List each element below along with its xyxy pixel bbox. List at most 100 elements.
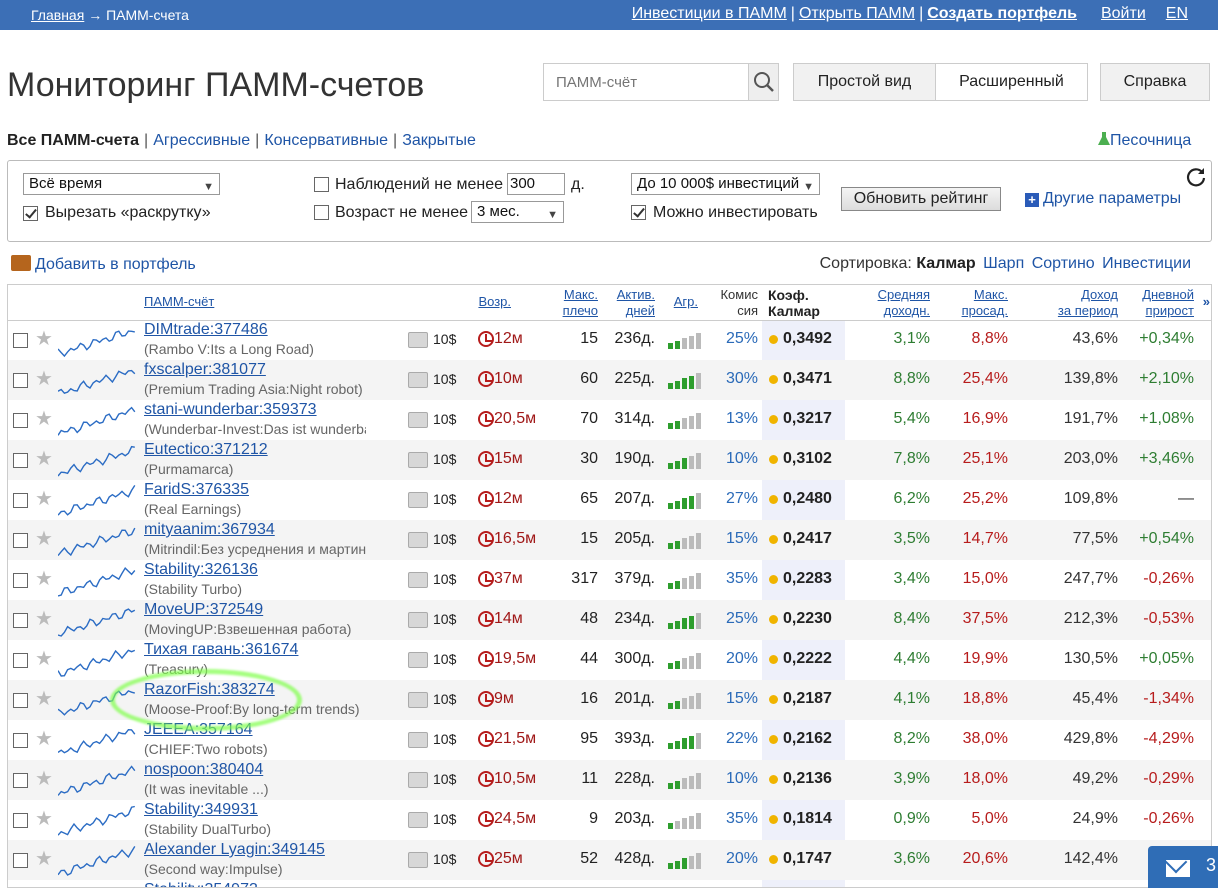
account-age: 24,5м (494, 810, 537, 827)
col-max-drawdown[interactable]: Макс. просад. (961, 287, 1008, 318)
cut-promo-checkbox[interactable] (23, 206, 38, 221)
star-icon[interactable]: ★ (35, 408, 53, 430)
observations-checkbox[interactable] (314, 177, 329, 192)
star-icon[interactable]: ★ (35, 608, 53, 630)
login-link[interactable]: Войти (1100, 5, 1146, 22)
account-name-link[interactable]: FaridS:376335 (144, 481, 249, 498)
can-invest-checkbox[interactable] (631, 205, 646, 220)
row-checkbox[interactable] (13, 853, 28, 868)
breadcrumb-home-link[interactable]: Главная (31, 7, 85, 23)
col-daily-growth[interactable]: Дневной прирост (1142, 287, 1194, 318)
language-link[interactable]: EN (1165, 5, 1188, 22)
observations-input[interactable]: 300 (507, 173, 565, 195)
row-checkbox[interactable] (13, 373, 28, 388)
create-portfolio-link[interactable]: Создать портфель (927, 5, 1077, 22)
row-checkbox[interactable] (13, 573, 28, 588)
invest-limit-select[interactable]: До 10 000$ инвестиций ▼ (631, 173, 820, 195)
star-icon[interactable]: ★ (35, 808, 53, 830)
star-icon[interactable]: ★ (35, 728, 53, 750)
account-name-link[interactable]: Stability:354973 (144, 881, 258, 887)
star-icon[interactable]: ★ (35, 448, 53, 470)
account-name-link[interactable]: mityaanim:367934 (144, 521, 275, 538)
star-icon[interactable]: ★ (35, 648, 53, 670)
add-to-portfolio-link[interactable]: Добавить в портфель (35, 256, 196, 273)
account-name-link[interactable]: Stability:349931 (144, 801, 258, 818)
account-name-link[interactable]: DIMtrade:377486 (144, 321, 268, 338)
sort-investments-link[interactable]: Инвестиции (1102, 255, 1191, 272)
star-icon[interactable]: ★ (35, 488, 53, 510)
col-account[interactable]: ПАММ-счёт (144, 294, 215, 309)
more-params-toggle[interactable]: + Другие параметры (1025, 190, 1181, 208)
tab-conservative[interactable]: Консервативные (264, 132, 389, 149)
aggression-bar (675, 860, 680, 869)
star-icon[interactable]: ★ (35, 568, 53, 590)
search-button[interactable] (748, 64, 778, 100)
period-income: 49,2% (1072, 770, 1118, 787)
col-aggression[interactable]: Агр. (673, 294, 698, 309)
account-name-link[interactable]: stani-wunderbar:359373 (144, 401, 317, 418)
sort-sharpe-link[interactable]: Шарп (983, 255, 1025, 272)
period-income: 43,6% (1072, 330, 1118, 347)
commission: 20% (725, 650, 758, 667)
star-icon[interactable]: ★ (35, 848, 53, 870)
row-checkbox[interactable] (13, 733, 28, 748)
period-income: 139,8% (1063, 370, 1118, 387)
account-name-link[interactable]: Eutectico:371212 (144, 441, 268, 458)
sandbox-link[interactable]: Песочница (1110, 132, 1192, 149)
age-checkbox[interactable] (314, 205, 329, 220)
period-income: 203,0% (1063, 450, 1118, 467)
row-checkbox[interactable] (13, 813, 28, 828)
account-name-link[interactable]: Alexander Lyagin:349145 (144, 841, 325, 858)
row-checkbox[interactable] (13, 333, 28, 348)
col-active-days[interactable]: Актив. дней (616, 287, 655, 318)
account-name-link[interactable]: MoveUP:372549 (144, 601, 264, 618)
star-icon[interactable]: ★ (35, 368, 53, 390)
tab-closed[interactable]: Закрытые (402, 132, 476, 149)
more-params-link[interactable]: Другие параметры (1043, 190, 1182, 207)
col-age[interactable]: Возр. (478, 294, 511, 309)
table-row: ★ FaridS:376335 (Real Earnings) 10$ 12м 65 207… (8, 480, 1211, 520)
tab-all[interactable]: Все ПАММ-счета (7, 132, 140, 149)
reload-icon[interactable] (1185, 166, 1207, 188)
row-checkbox[interactable] (13, 773, 28, 788)
row-checkbox[interactable] (13, 533, 28, 548)
col-income[interactable]: Доход за период (1057, 287, 1118, 318)
col-avg-return[interactable]: Средняя доходн. (877, 287, 930, 318)
age-select[interactable]: 3 мес. ▼ (471, 201, 564, 223)
star-icon[interactable]: ★ (35, 528, 53, 550)
search-input[interactable] (544, 64, 750, 100)
open-pamm-link[interactable]: Открыть ПАММ (798, 5, 916, 22)
simple-view-button[interactable]: Простой вид (794, 64, 936, 100)
row-checkbox[interactable] (13, 453, 28, 468)
help-button[interactable]: Справка (1100, 63, 1210, 101)
extended-view-button[interactable]: Расширенный (936, 64, 1087, 100)
refresh-rating-button[interactable]: Обновить рейтинг (841, 187, 1001, 211)
min-investment: 10$ (433, 411, 457, 427)
account-name-link[interactable]: nospoon:380404 (144, 761, 264, 778)
add-to-portfolio[interactable]: Добавить в портфель (11, 255, 196, 274)
account-name-link[interactable]: Stability:326136 (144, 561, 258, 578)
min-investment: 10$ (433, 771, 457, 787)
max-leverage: 15 (580, 330, 598, 347)
period-select[interactable]: Всё время ▼ (23, 173, 220, 195)
star-icon[interactable]: ★ (35, 688, 53, 710)
aggression-bar (696, 413, 701, 429)
row-checkbox[interactable] (13, 653, 28, 668)
tab-aggressive[interactable]: Агрессивные (153, 132, 251, 149)
row-checkbox[interactable] (13, 493, 28, 508)
aggression-bar (689, 735, 694, 749)
sort-sortino-link[interactable]: Сортино (1031, 255, 1095, 272)
account-name-link[interactable]: fxscalper:381077 (144, 361, 266, 378)
more-columns-icon[interactable]: » (1202, 294, 1210, 309)
star-icon[interactable]: ★ (35, 328, 53, 350)
search-box (543, 63, 779, 101)
account-name-link[interactable]: Тихая гавань:361674 (144, 641, 299, 658)
aggression-bars (668, 813, 702, 829)
row-checkbox[interactable] (13, 693, 28, 708)
col-leverage[interactable]: Макс. плечо (562, 287, 598, 318)
row-checkbox[interactable] (13, 613, 28, 628)
invest-pamm-link[interactable]: Инвестиции в ПАММ (631, 5, 787, 22)
feedback-button[interactable]: 3 (1148, 846, 1218, 888)
star-icon[interactable]: ★ (35, 768, 53, 790)
row-checkbox[interactable] (13, 413, 28, 428)
